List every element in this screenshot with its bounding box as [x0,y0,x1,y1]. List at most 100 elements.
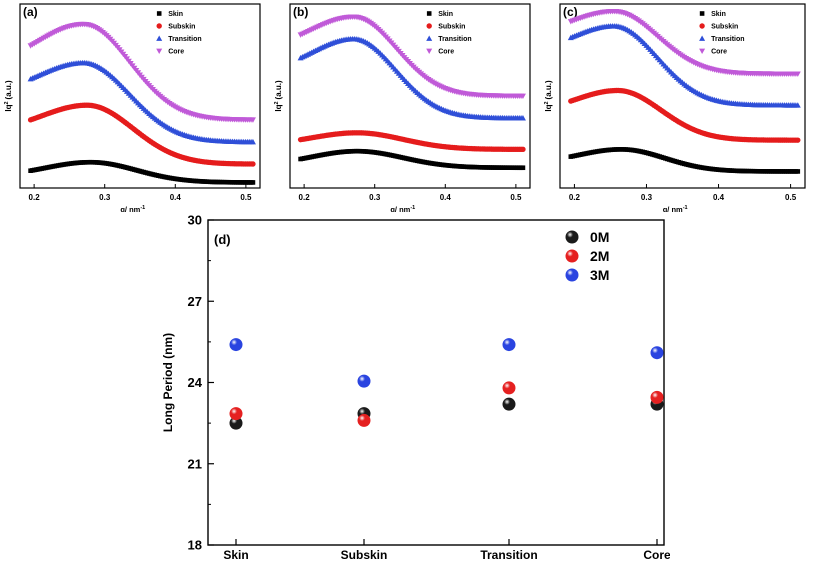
series-transition [567,23,801,108]
x-tick-label: 0.3 [641,193,653,202]
panel-label: (a) [23,5,38,19]
legend-marker [156,35,163,41]
data-point [357,413,371,427]
data-point [250,161,256,167]
legend-label: Skin [711,11,726,18]
data-point [229,407,243,421]
panel-d-long-period-chart: 18 21 24 27 30 Skin Subskin Transition Core Long … [161,213,670,562]
plot-frame [559,3,806,189]
legend-label: 2M [590,248,609,264]
series-subskin [27,102,256,167]
legend-label: Transition [438,36,471,43]
x-axis-title-exponent: -1 [683,205,688,211]
legend-label: Transition [711,36,744,43]
y-axis-title-exponent: 2 [4,101,10,104]
legend-label: 3M [590,267,609,283]
y-axis-title: Long Period (nm) [161,333,175,432]
x-axis-title-exponent: -1 [410,205,415,211]
plot-frame [19,3,261,189]
y-axis-title-unit: (a.u.) [4,80,13,99]
panel-c-saxs-chart: 0.2 0.3 0.4 0.5 q/ nm-1 Iq2 (a.u.) (c) Skin Subsk… [544,3,806,212]
data-point [520,146,526,153]
legend-marker [699,48,706,54]
x-axis-title-text: q/ nm [663,205,683,212]
x-tick-label: 0.2 [569,193,581,202]
data-point [249,138,256,145]
series-core [567,8,801,77]
legend-marker [565,249,579,263]
series-2m [229,381,664,427]
legend-marker [565,230,579,244]
x-tick-label: 0.2 [299,193,311,202]
x-tick-label: 0.4 [713,193,725,202]
series-subskin [297,130,526,153]
series-skin [28,159,256,185]
data-point [229,338,243,352]
y-axis-title: Iq2 (a.u.) [4,80,13,112]
legend-marker [699,23,705,29]
legend-label: Core [168,49,184,56]
legend-label: Skin [438,11,453,18]
legend-marker [426,48,433,54]
x-tick-label: Transition [480,548,537,562]
data-point [795,169,801,174]
legend-marker [156,23,162,29]
y-axis-title-text: Iq [544,104,553,111]
data-point [519,115,526,121]
legend-label: Subskin [168,24,195,31]
legend-label: Subskin [711,24,738,31]
data-point [520,165,526,171]
data-point [795,137,801,143]
x-axis-title: q/ nm-1 [390,205,415,212]
panel-label: (b) [293,5,308,19]
series-core [297,14,526,99]
series-transition [27,59,256,145]
x-tick-label: Core [643,548,670,562]
legend-marker [699,35,706,41]
data-point [502,381,516,395]
legend-label: 0M [590,229,609,245]
y-tick-label: 18 [188,538,202,553]
y-axis-title: Iq2 (a.u.) [274,80,283,112]
legend-marker [565,268,579,282]
y-axis-title-exponent: 2 [544,101,550,104]
x-axis-title: q/ nm-1 [120,205,145,212]
y-axis-title: Iq2 (a.u.) [544,80,553,112]
y-tick-label: 27 [188,294,202,309]
x-tick-label: 0.5 [240,193,252,202]
legend-marker [156,48,163,54]
y-tick-label: 21 [188,456,202,471]
legend-label: Subskin [438,24,465,31]
x-axis-title: q/ nm-1 [663,205,688,212]
legend-marker [426,35,433,41]
series-transition [297,35,526,121]
data-point [650,390,664,404]
series-skin [568,147,801,174]
legend-label: Core [438,49,454,56]
legend-label: Skin [168,11,183,18]
x-tick-label: Subskin [341,548,388,562]
plot-frame [289,3,531,189]
panel-label: (d) [214,232,231,247]
legend-label: Core [711,49,727,56]
x-tick-label: 0.5 [510,193,522,202]
y-axis-title-text: Iq [274,104,283,111]
data-point [250,180,256,185]
series-0m [229,397,664,430]
y-axis-title-text: Iq [4,104,13,111]
legend-marker [426,23,432,29]
x-axis-title-exponent: -1 [140,205,145,211]
panel-a-saxs-chart: 0.2 0.3 0.4 0.5 q/ nm-1 Iq2 (a.u.) (a) Skin Subsk… [4,3,261,212]
y-tick-label: 24 [188,375,203,390]
data-point [229,416,243,430]
data-point [519,93,526,99]
series-skin [298,148,526,171]
data-point [502,397,516,411]
legend-marker [426,11,432,16]
x-tick-label: 0.4 [440,193,452,202]
x-tick-label: 0.5 [785,193,797,202]
data-point [650,346,664,360]
y-axis-title-unit: (a.u.) [274,80,283,99]
data-point [249,117,256,123]
series-subskin [568,87,801,143]
